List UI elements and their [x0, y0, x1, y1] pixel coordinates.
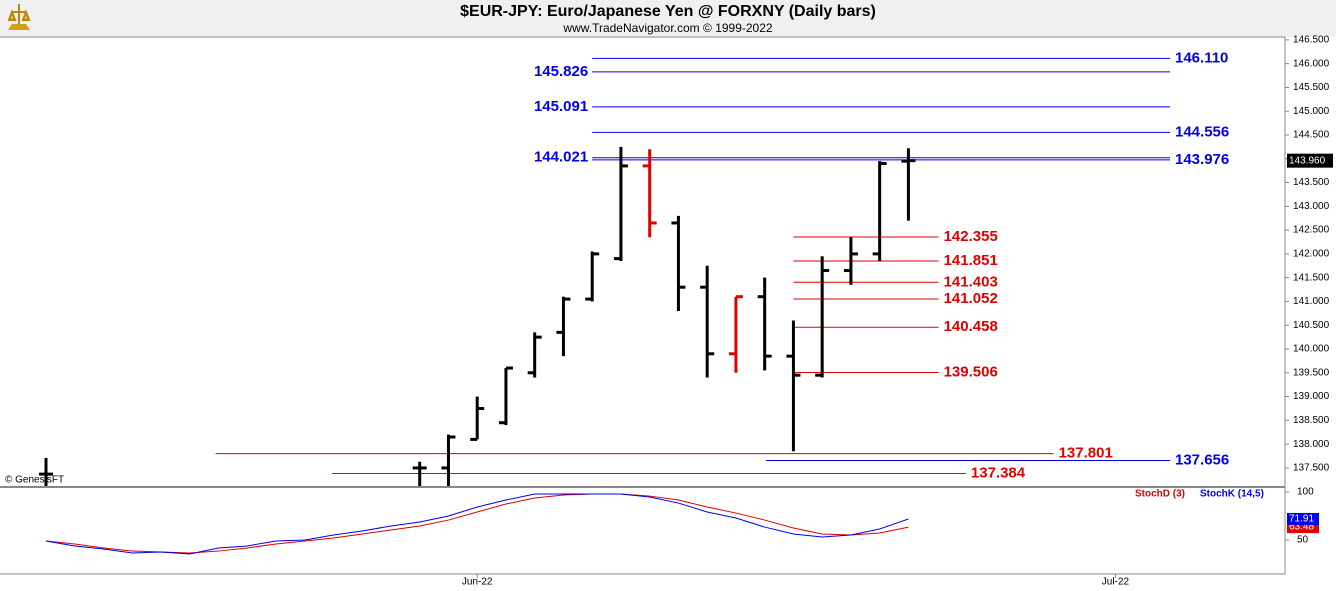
- level-label: 137.801: [1059, 445, 1113, 462]
- y-tick-label: 144.500: [1293, 130, 1330, 141]
- y-tick-label: 139.000: [1293, 391, 1330, 402]
- level-label: 141.403: [944, 273, 998, 290]
- level-label: 143.976: [1175, 151, 1229, 168]
- y-tick-label: 145.500: [1293, 82, 1330, 93]
- level-label: 137.384: [971, 464, 1026, 481]
- level-label: 146.110: [1175, 49, 1228, 66]
- level-label: 141.052: [944, 290, 998, 307]
- y-tick-label: 142.500: [1293, 225, 1330, 236]
- level-label: 137.656: [1175, 451, 1229, 468]
- y-tick-label: 138.500: [1293, 415, 1330, 426]
- y-tick-label: 143.000: [1293, 201, 1330, 212]
- level-label: 139.506: [944, 363, 998, 380]
- header-background: [0, 0, 1336, 37]
- y-tick-label: 143.500: [1293, 177, 1330, 188]
- y-tick-label: 140.500: [1293, 320, 1330, 331]
- legend-entry: StochD (3): [1135, 489, 1185, 500]
- last-price-label: 143.960: [1289, 155, 1326, 166]
- y-tick-label: 139.500: [1293, 367, 1330, 378]
- chart-title: $EUR-JPY: Euro/Japanese Yen @ FORXNY (Da…: [460, 3, 876, 20]
- level-label: 142.355: [944, 228, 998, 245]
- logo: [7, 4, 31, 30]
- x-tick-label: Jun-22: [462, 577, 493, 588]
- series-line: [45, 493, 909, 554]
- y-tick-label: 146.500: [1293, 34, 1330, 45]
- y-tick-label: 141.500: [1293, 272, 1330, 283]
- level-label: 144.556: [1175, 123, 1229, 140]
- y-tick-label: 50: [1297, 535, 1309, 546]
- level-label: 145.826: [534, 63, 588, 80]
- level-label: 144.021: [534, 149, 588, 166]
- y-tick-label: 140.000: [1293, 344, 1330, 355]
- legend-entry: StochK (14,5): [1200, 489, 1264, 500]
- last-price-box: [1287, 153, 1333, 168]
- x-tick-label: Jul-22: [1102, 577, 1130, 588]
- y-tick-label: 137.500: [1293, 463, 1330, 474]
- y-tick-label: 146.000: [1293, 58, 1330, 69]
- y-tick-label: 141.000: [1293, 296, 1330, 307]
- chart-subtitle: www.TradeNavigator.com © 1999-2022: [562, 21, 772, 35]
- level-label: 141.851: [944, 252, 998, 269]
- series-line: [45, 493, 909, 555]
- level-label: 140.458: [944, 318, 998, 335]
- last-value-box: [1287, 512, 1319, 525]
- last-value-label: 63.48: [1289, 522, 1314, 533]
- level-label: 145.091: [534, 98, 588, 115]
- y-tick-label: 142.000: [1293, 249, 1330, 260]
- y-tick-label: 100: [1297, 487, 1314, 498]
- y-tick-label: 138.000: [1293, 439, 1330, 450]
- last-value-label: 71.91: [1289, 514, 1314, 525]
- y-tick-label: 145.000: [1293, 106, 1330, 117]
- annotation: © GenesisFT: [5, 475, 64, 486]
